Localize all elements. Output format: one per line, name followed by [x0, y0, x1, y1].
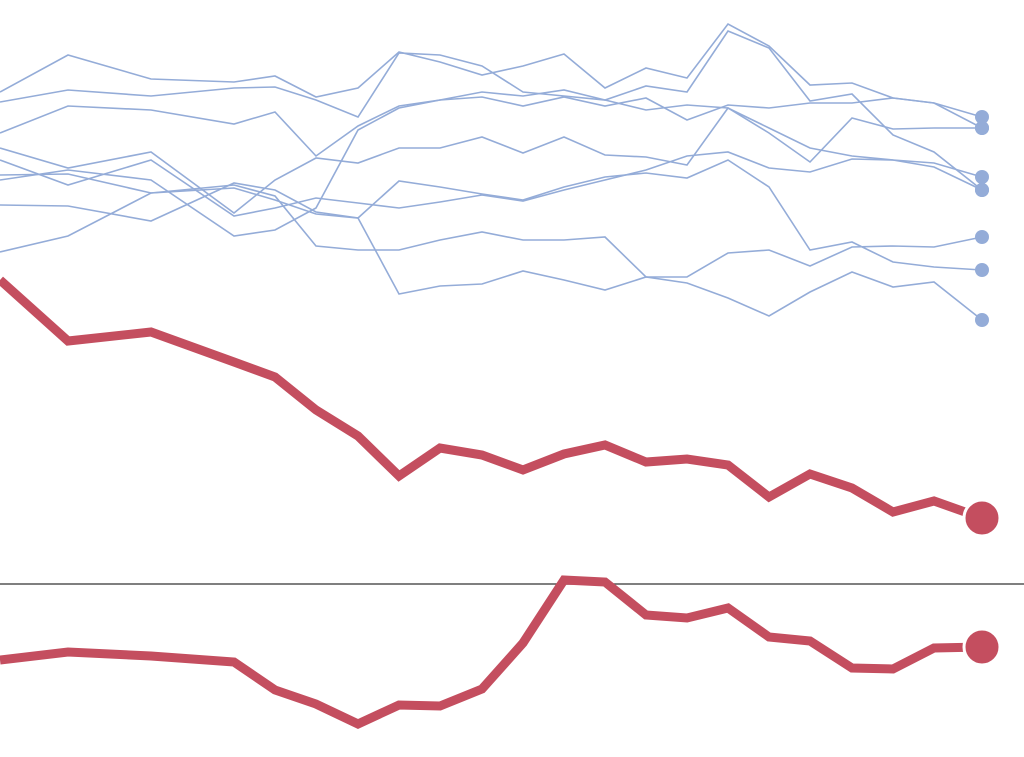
line — [0, 182, 983, 321]
line — [0, 89, 983, 237]
end-marker — [975, 183, 989, 197]
line — [0, 184, 983, 278]
line — [0, 151, 983, 217]
highlight-line — [0, 276, 984, 523]
line — [0, 96, 983, 158]
line — [0, 106, 982, 215]
end-marker — [975, 230, 989, 244]
line — [0, 22, 983, 129]
end-marker — [962, 498, 1002, 538]
highlight-line — [0, 575, 983, 729]
end-marker — [975, 170, 989, 184]
end-marker — [975, 263, 989, 277]
line — [0, 30, 983, 191]
end-marker — [975, 110, 989, 124]
end-marker — [962, 627, 1002, 667]
end-marker — [975, 121, 989, 135]
end-marker — [975, 313, 989, 327]
line — [0, 159, 983, 271]
